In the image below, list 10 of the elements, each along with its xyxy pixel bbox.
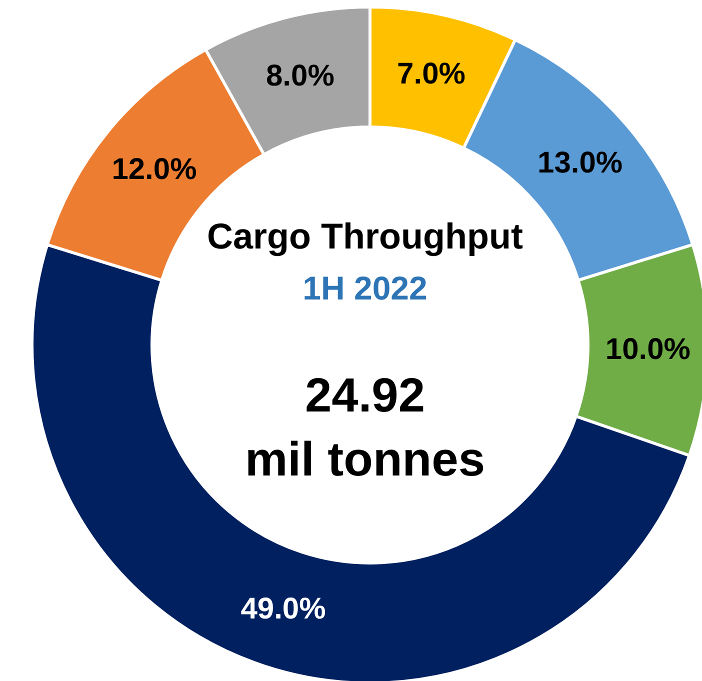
text: 24.92 (304, 370, 426, 422)
text: Cargo Throughput (207, 216, 523, 256)
text: 1H 2022 (302, 270, 428, 306)
data-label: 49.0% (240, 592, 326, 626)
data-label: 10.0% (605, 332, 691, 366)
data-label: 12.0% (112, 153, 197, 186)
text: mil tonnes (244, 434, 486, 486)
data-label: 13.0% (538, 146, 623, 180)
data-label: 8.0% (266, 59, 334, 92)
data-label: 7.0% (397, 57, 466, 90)
